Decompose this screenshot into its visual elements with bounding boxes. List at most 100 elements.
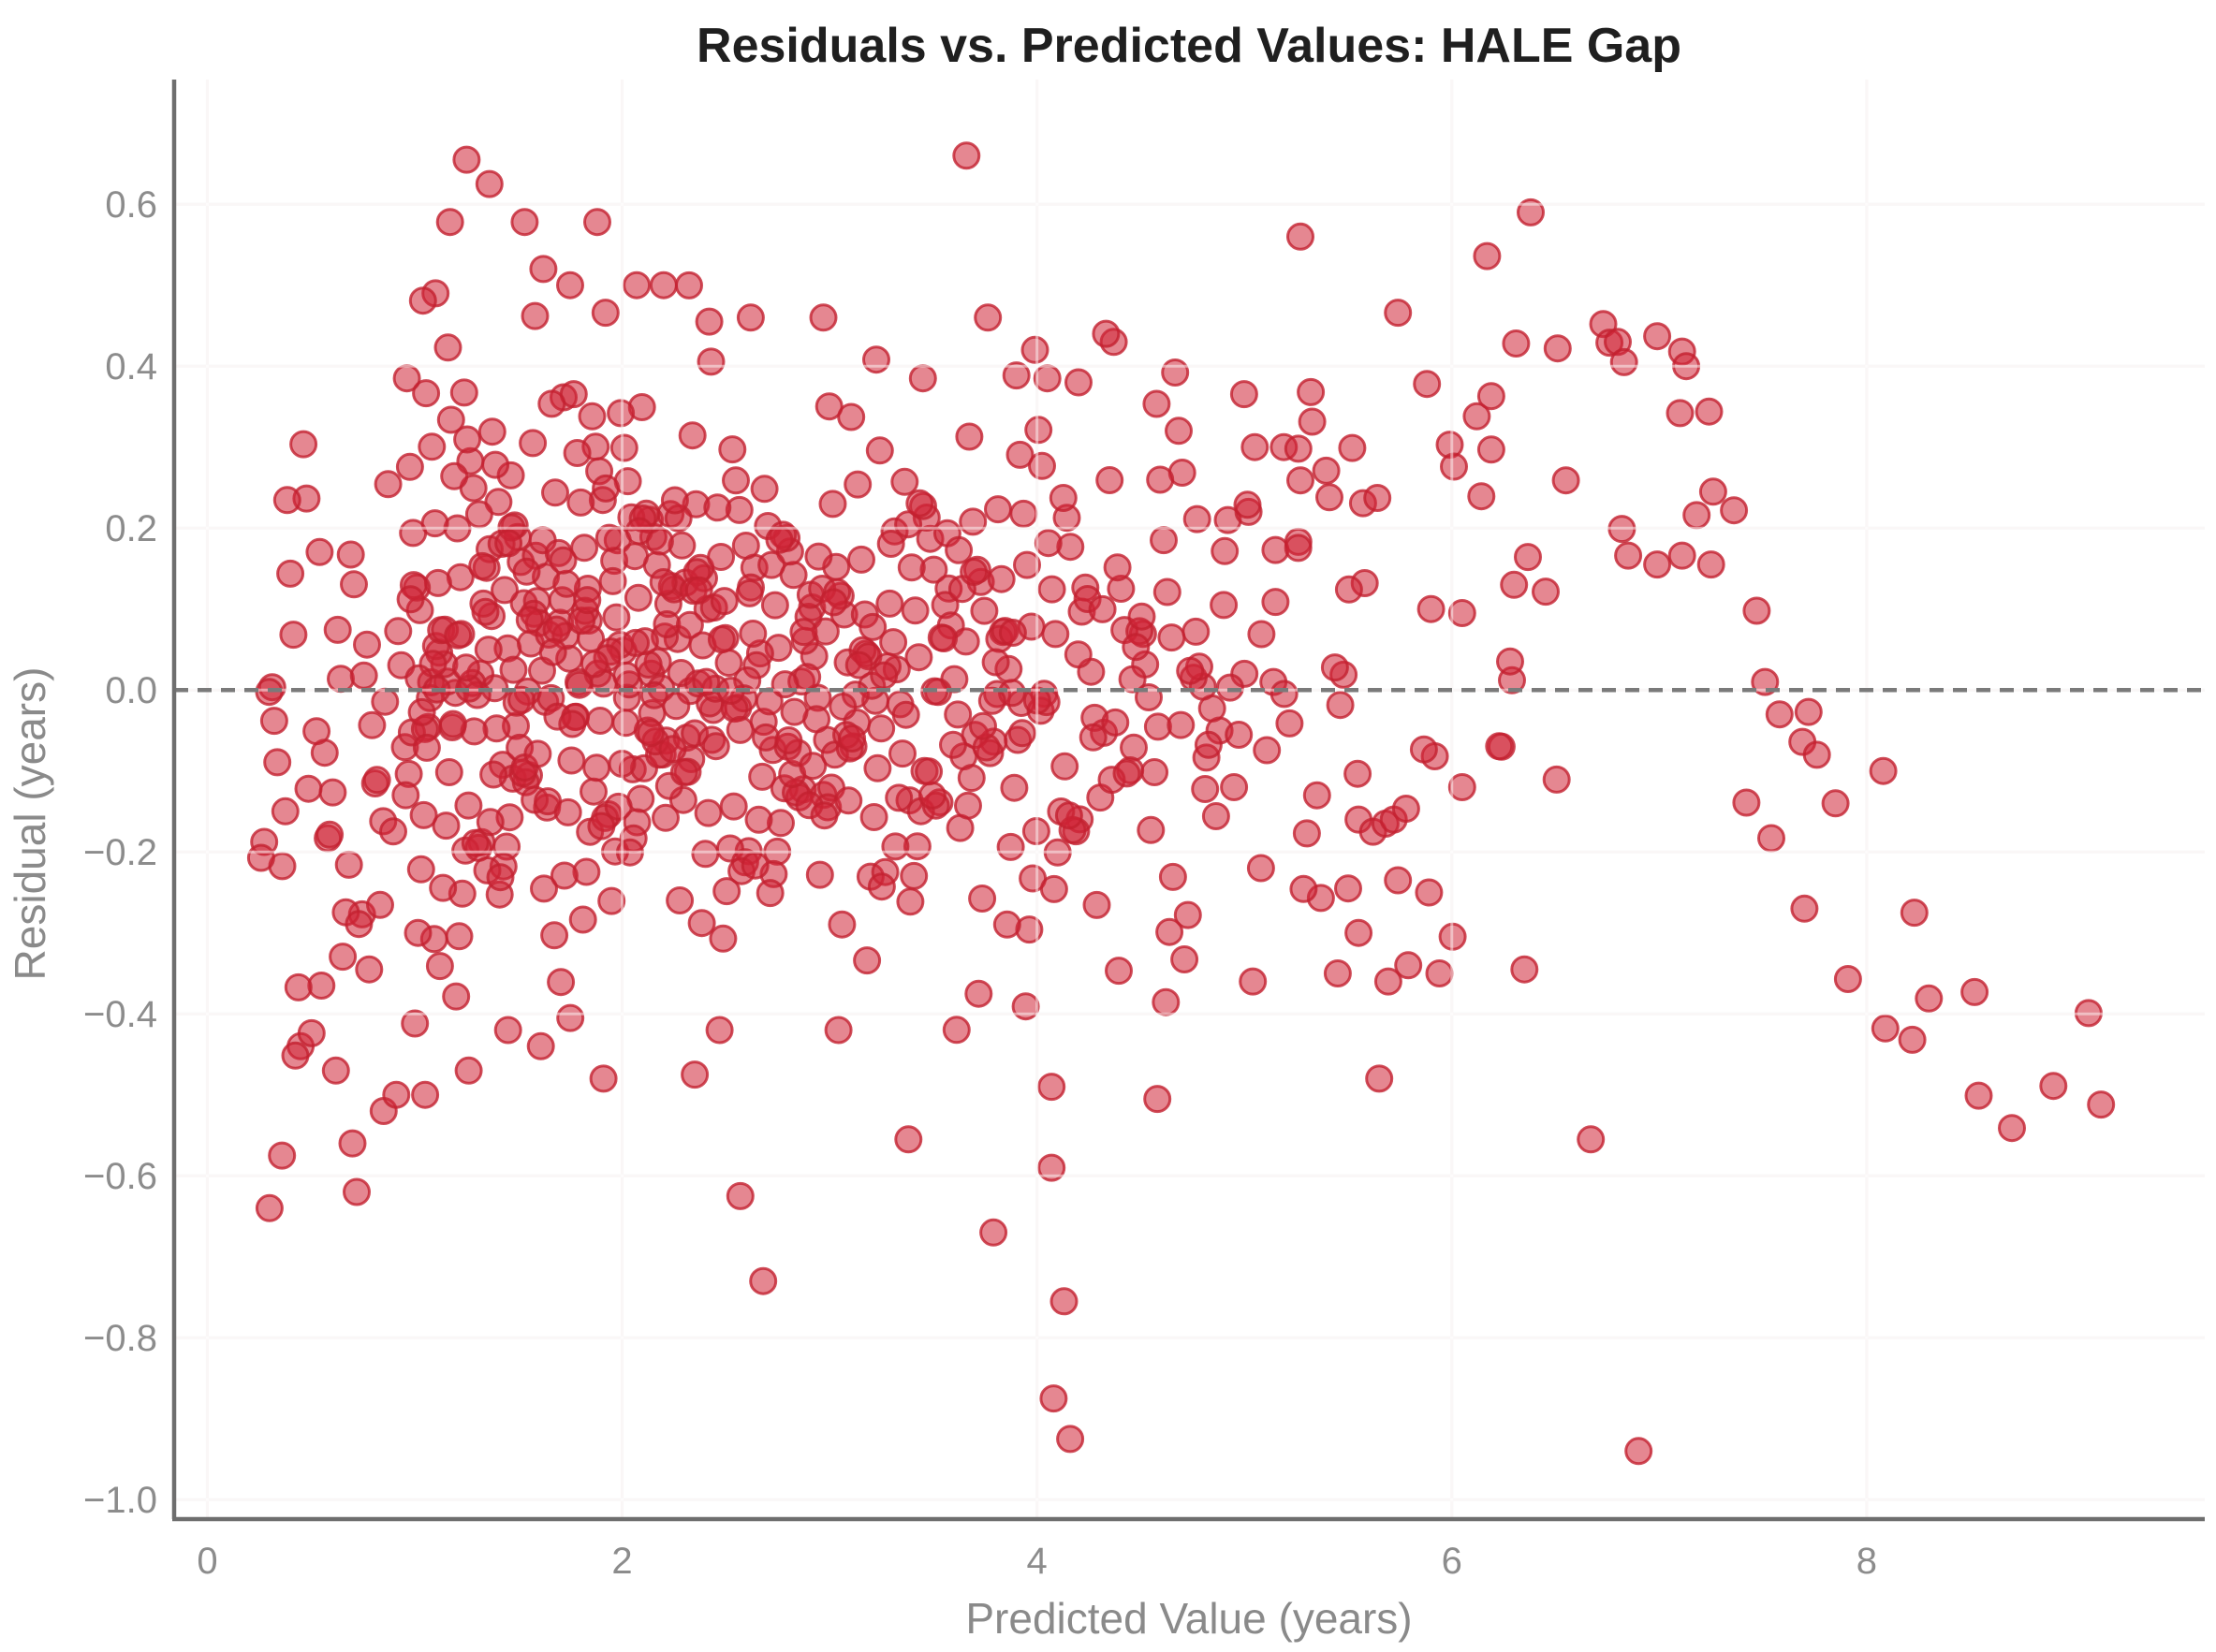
data-point: [371, 687, 400, 716]
data-point: [722, 466, 750, 495]
data-point: [1142, 389, 1171, 418]
data-point: [1315, 483, 1343, 512]
data-point: [420, 509, 449, 538]
data-point: [1137, 815, 1166, 844]
data-point: [649, 568, 678, 596]
data-point: [954, 791, 982, 820]
data-point: [1152, 987, 1181, 1016]
data-point: [1215, 673, 1244, 702]
data-point: [968, 884, 997, 913]
data-point: [955, 422, 984, 451]
y-tick-label: 0.6: [105, 184, 157, 226]
data-point: [475, 169, 504, 198]
x-tick-label: 0: [197, 1541, 217, 1582]
data-point: [1698, 477, 1727, 506]
data-point: [810, 801, 839, 830]
data-point: [847, 545, 875, 574]
data-point: [263, 748, 292, 777]
data-point: [353, 630, 381, 659]
data-point: [1391, 795, 1420, 823]
data-point: [1056, 1425, 1085, 1454]
data-point: [736, 303, 765, 332]
data-point: [493, 1016, 522, 1045]
data-point: [1502, 329, 1531, 358]
data-point: [1233, 490, 1262, 519]
data-point: [442, 982, 471, 1011]
data-point: [829, 693, 858, 721]
data-point: [709, 924, 738, 953]
data-point: [805, 860, 834, 889]
data-point: [1088, 594, 1117, 623]
data-point: [404, 918, 433, 947]
data-point: [476, 808, 505, 837]
data-point: [834, 786, 863, 815]
data-point: [255, 1193, 284, 1222]
data-point: [461, 828, 490, 857]
data-point: [952, 141, 981, 170]
data-point: [863, 753, 892, 782]
data-point: [1292, 819, 1321, 848]
data-point: [582, 753, 611, 782]
data-point: [396, 585, 425, 614]
data-point: [2039, 1072, 2068, 1101]
x-tick-label: 6: [1442, 1541, 1462, 1582]
data-point: [271, 797, 300, 826]
data-point: [1765, 700, 1794, 729]
data-point: [987, 564, 1016, 593]
data-point: [844, 470, 873, 499]
data-point: [1240, 432, 1269, 461]
data-point: [1229, 380, 1258, 409]
data-point: [519, 429, 548, 458]
y-axis-tick-labels: 0.6 0.4 0.2 0.0 −0.2 −0.4 −0.6 −0.8 −1.0: [83, 184, 157, 1521]
data-point: [1000, 773, 1029, 802]
data-point: [1532, 577, 1560, 607]
data-point: [401, 1009, 430, 1038]
data-point: [479, 760, 508, 789]
data-point: [1157, 623, 1186, 652]
data-point: [302, 717, 331, 746]
data-point: [1344, 918, 1373, 947]
data-point: [623, 270, 652, 300]
data-point: [1191, 775, 1220, 803]
data-point: [705, 1016, 734, 1045]
data-point: [305, 537, 334, 566]
data-point: [1037, 575, 1066, 604]
data-point: [1034, 529, 1063, 558]
data-point: [1253, 736, 1282, 765]
data-point: [859, 612, 888, 641]
data-point: [694, 798, 723, 827]
data-point: [960, 558, 989, 586]
data-point: [334, 850, 363, 879]
data-point: [1643, 550, 1672, 579]
data-point: [780, 697, 809, 726]
data-point: [454, 1056, 483, 1085]
data-point: [486, 863, 515, 892]
data-point: [701, 732, 730, 761]
data-point: [675, 610, 704, 639]
data-point: [440, 461, 469, 490]
data-point: [1158, 862, 1187, 891]
data-point: [681, 1060, 710, 1089]
data-point: [760, 591, 789, 620]
data-point: [436, 405, 465, 434]
data-point: [1384, 866, 1413, 895]
scatter-points: [246, 141, 2116, 1466]
data-point: [1334, 575, 1363, 604]
data-point: [652, 803, 680, 832]
data-point: [1695, 397, 1724, 426]
data-point: [1054, 801, 1083, 830]
data-point: [1143, 1085, 1172, 1114]
y-tick-label: −0.6: [83, 1156, 157, 1197]
data-point: [900, 861, 929, 890]
data-point: [272, 486, 301, 515]
data-point: [824, 1016, 853, 1045]
data-point: [433, 333, 462, 362]
data-point: [660, 486, 689, 515]
data-point: [687, 909, 716, 938]
data-point: [1039, 874, 1068, 903]
data-point: [259, 707, 288, 736]
data-point: [876, 530, 905, 558]
data-point: [1079, 723, 1108, 752]
data-point: [1614, 541, 1643, 570]
data-point: [1275, 709, 1304, 738]
